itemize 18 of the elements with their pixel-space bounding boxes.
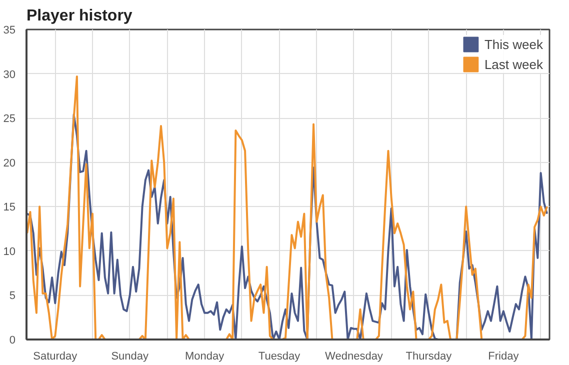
y-tick-label: 5	[9, 290, 16, 302]
x-tick-label: Sunday	[111, 350, 150, 362]
x-tick-label: Friday	[488, 350, 520, 362]
y-tick-label: 35	[3, 24, 16, 36]
x-tick-label: Thursday	[406, 350, 452, 362]
x-tick-label: Tuesday	[258, 350, 301, 362]
y-tick-label: 10	[3, 246, 16, 258]
chart-title: Player history	[26, 8, 132, 24]
x-tick-label: Saturday	[33, 350, 78, 362]
y-tick-label: 25	[3, 113, 16, 126]
y-tick-label: 15	[3, 202, 16, 214]
x-tick-label: Monday	[185, 350, 225, 362]
y-tick-label: 0	[9, 334, 16, 346]
y-tick-label: 20	[3, 157, 16, 170]
y-tick-label: 30	[3, 68, 16, 81]
x-tick-label: Wednesday	[325, 350, 384, 362]
legend-label: Last week	[484, 56, 543, 72]
legend-label: This week	[484, 36, 543, 52]
